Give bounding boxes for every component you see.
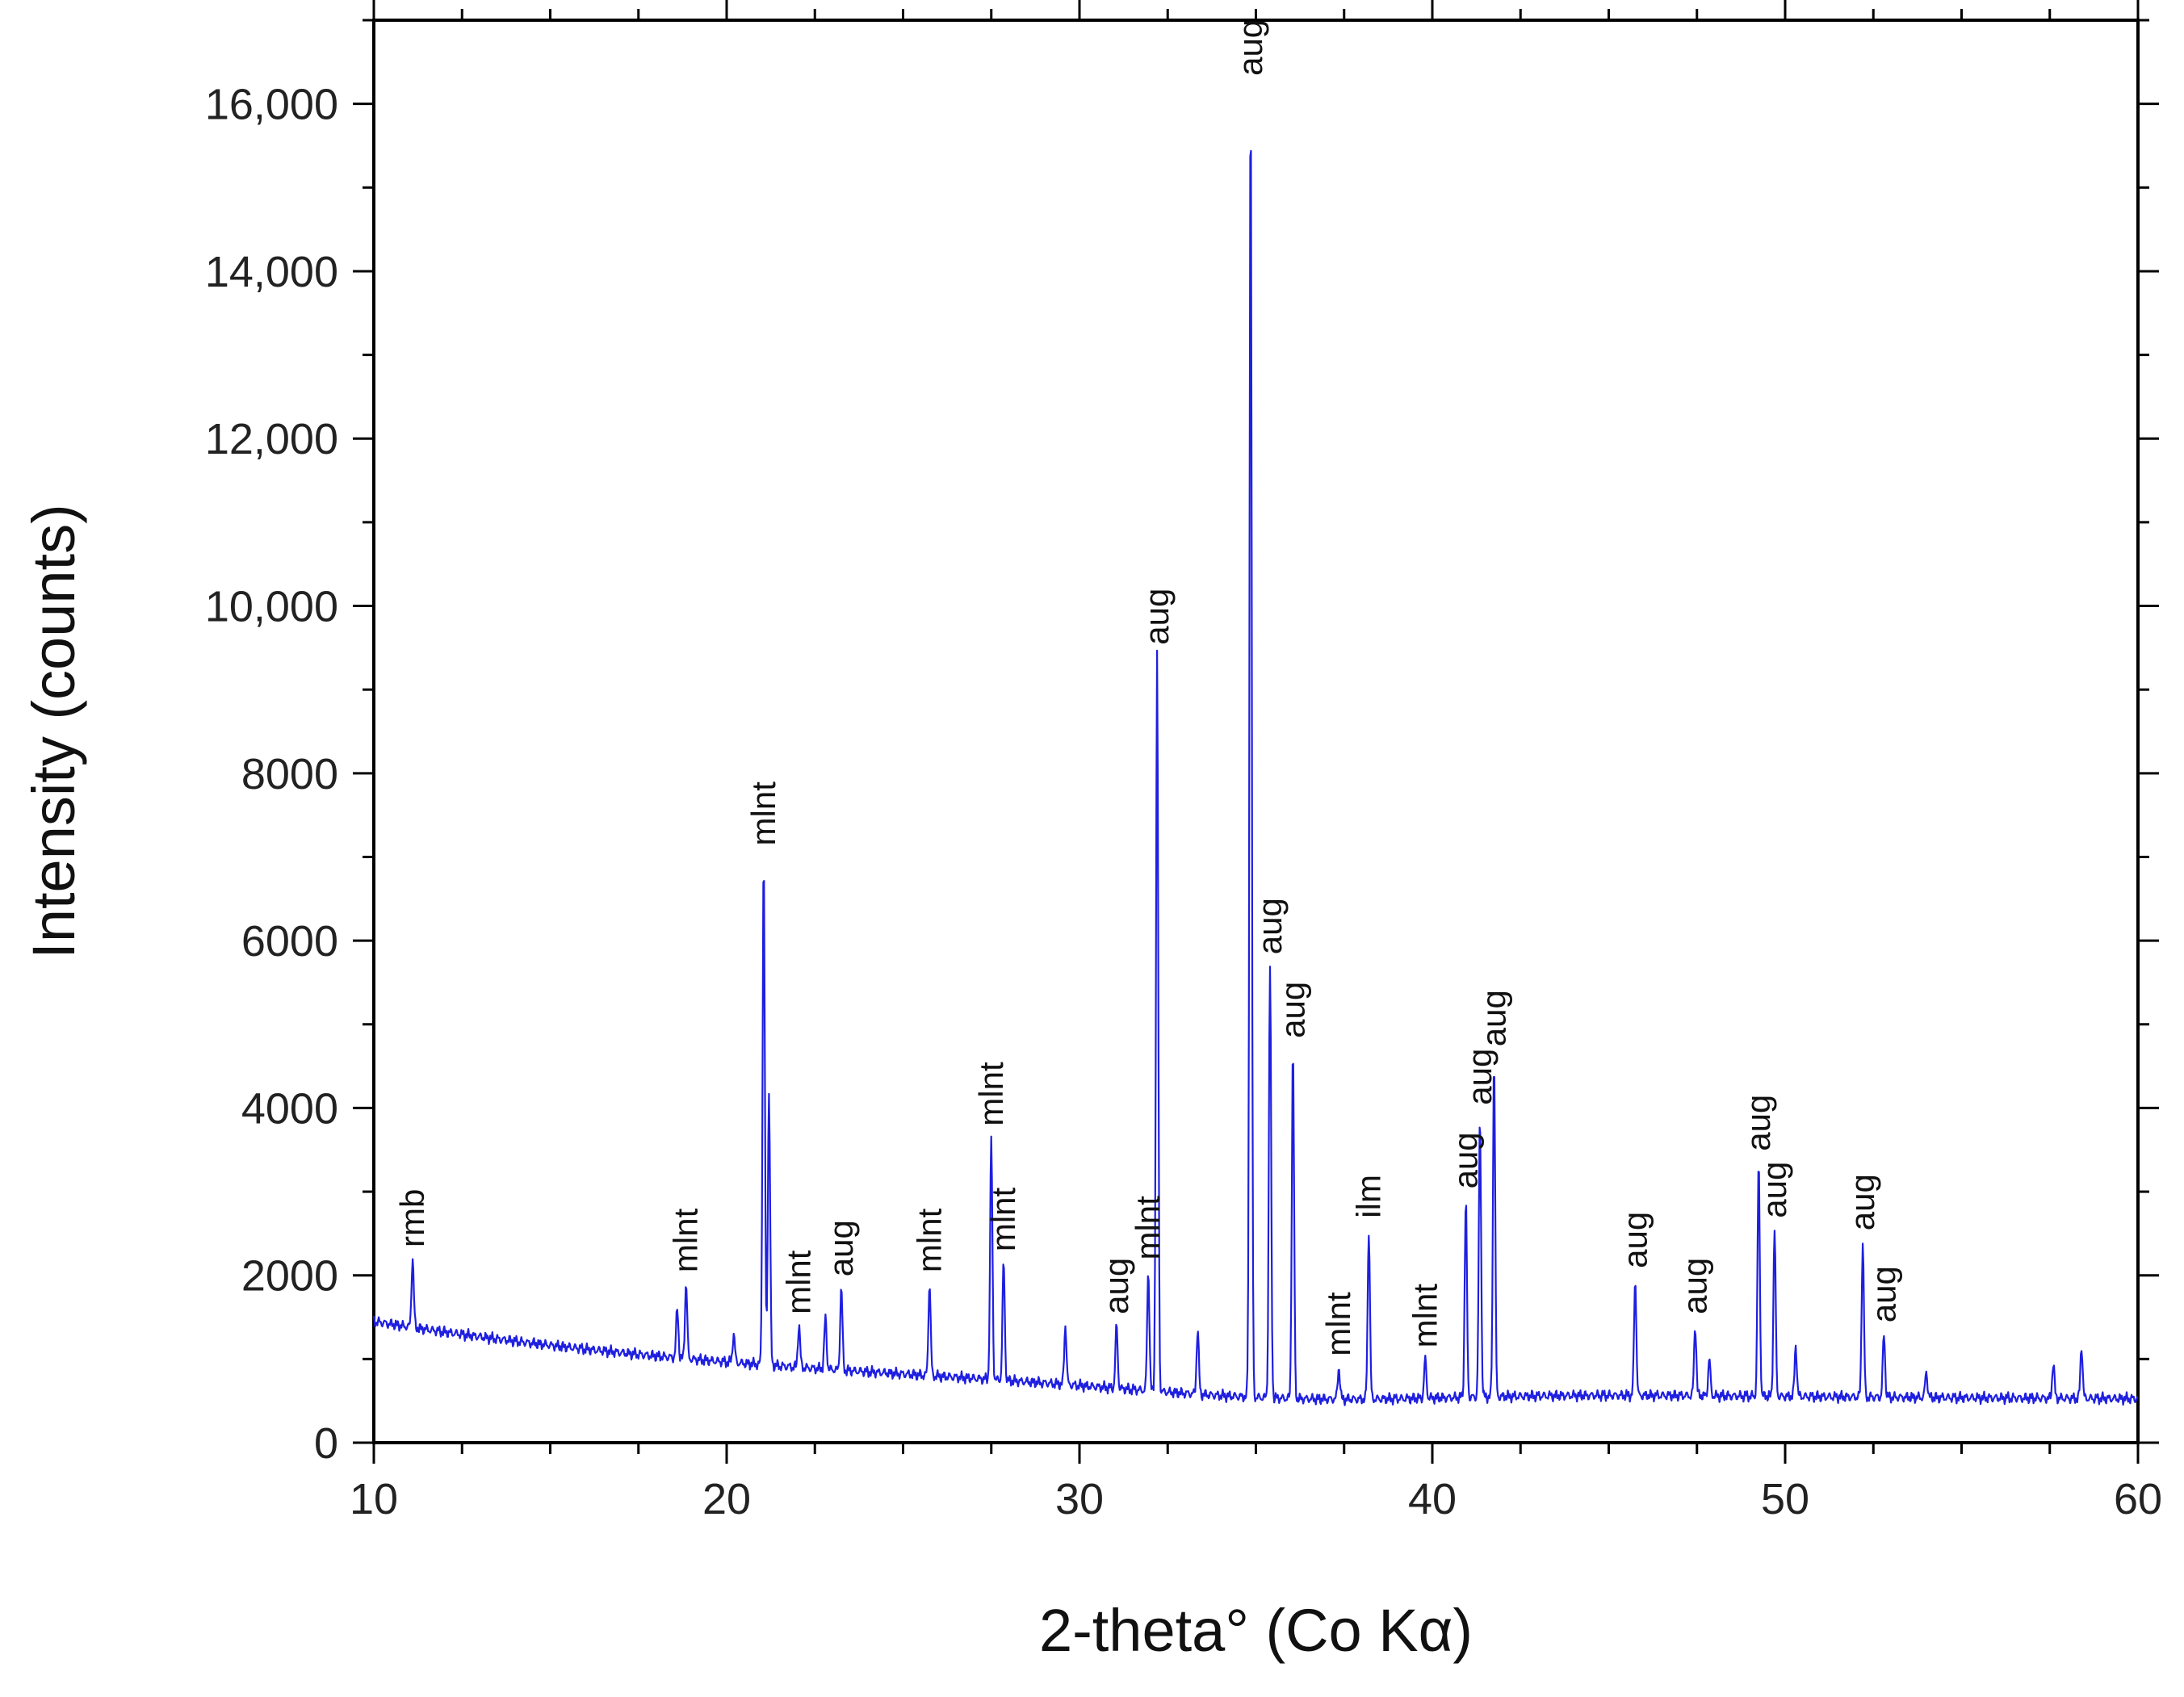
y-tick-label: 0 [314, 1419, 338, 1468]
peak-label: aug [1474, 990, 1512, 1046]
x-tick-label: 50 [1761, 1475, 1809, 1523]
peak-label: aug [1843, 1174, 1881, 1230]
y-tick-label: 12,000 [205, 415, 338, 463]
peak-label: aug [822, 1220, 860, 1276]
x-tick-label: 60 [2114, 1475, 2162, 1523]
peak-label: aug [1676, 1258, 1714, 1314]
x-tick-label: 10 [350, 1475, 398, 1523]
peak-label: aug [1616, 1212, 1654, 1268]
peak-label: mlnt [667, 1208, 705, 1272]
peak-label: aug [1739, 1095, 1777, 1151]
peak-label: aug [1251, 898, 1289, 954]
peak-label: aug [1461, 1049, 1499, 1105]
peak-label: aug [1138, 589, 1176, 645]
peak-label: mlnt [1129, 1196, 1167, 1260]
y-tick-label: 2000 [241, 1252, 338, 1301]
peak-label: aug [1273, 982, 1311, 1038]
peak-label: mlnt [972, 1062, 1010, 1126]
y-axis-title: Intensity (counts) [20, 504, 87, 958]
peak-label: mlnt [910, 1208, 948, 1272]
x-axis-ticks: 10 20 30 40 50 60 [350, 0, 2162, 1523]
peak-label: aug [1755, 1162, 1793, 1218]
peak-label: mlnt [1319, 1292, 1357, 1356]
peak-label: rmb [393, 1189, 431, 1247]
x-tick-label: 30 [1055, 1475, 1104, 1523]
peak-label: mlnt [744, 781, 782, 846]
x-axis-title: 2-theta° (Co Kα) [1039, 1597, 1473, 1664]
peak-label: aug [1231, 19, 1269, 76]
y-tick-label: 14,000 [205, 248, 338, 296]
series-line [372, 149, 2139, 1406]
peak-label: ilm [1349, 1175, 1387, 1218]
peak-label: aug [1447, 1132, 1485, 1188]
peak-label: mlnt [1406, 1284, 1444, 1348]
y-axis-ticks: 0 2000 4000 6000 8000 10,000 12,000 14,000 16,00… [205, 19, 2159, 1468]
x-tick-label: 20 [702, 1475, 751, 1523]
y-tick-label: 4000 [241, 1084, 338, 1133]
peak-label: aug [1097, 1258, 1135, 1314]
peak-label: mlnt [984, 1187, 1022, 1251]
y-tick-label: 6000 [241, 917, 338, 966]
y-tick-label: 16,000 [205, 81, 338, 129]
peak-label: aug [1864, 1266, 1902, 1322]
y-tick-label: 8000 [241, 750, 338, 798]
peak-label: mlnt [780, 1250, 818, 1314]
y-tick-label: 10,000 [205, 583, 338, 631]
x-tick-label: 40 [1408, 1475, 1457, 1523]
